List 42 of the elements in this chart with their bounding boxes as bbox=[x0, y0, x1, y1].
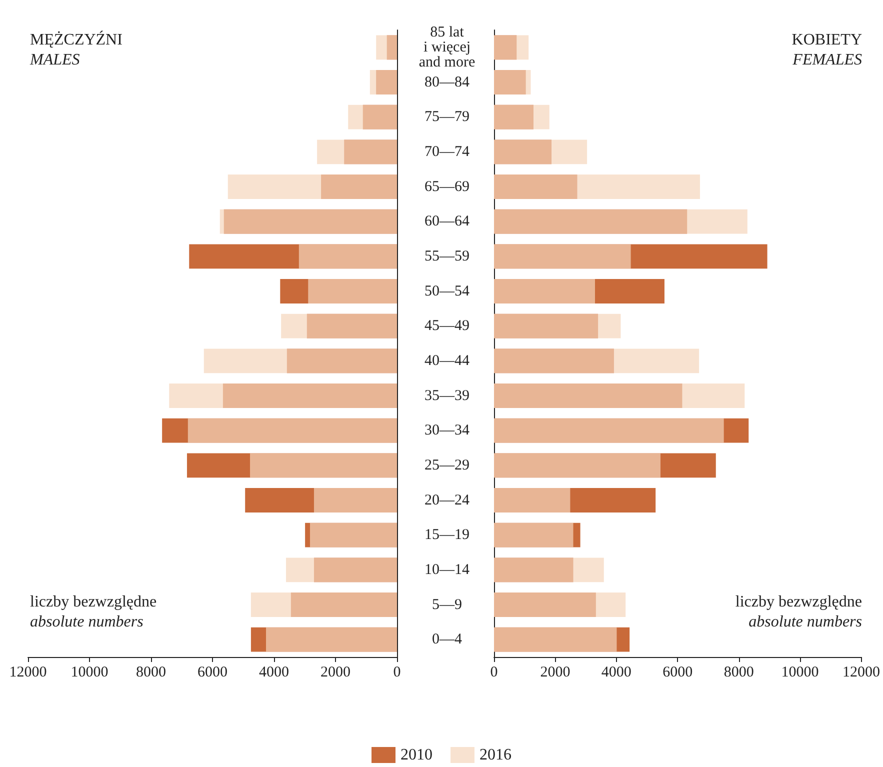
y-tick-label: 20—24 bbox=[424, 492, 470, 508]
x-tick-label: 6000 bbox=[662, 664, 693, 680]
x-tick-label: 2000 bbox=[320, 664, 350, 680]
x-tick-label: 0 bbox=[490, 664, 498, 680]
y-tick-label: 75—79 bbox=[424, 109, 470, 126]
annotation: liczby bezwzględne bbox=[30, 594, 157, 610]
y-tick-label: 70—74 bbox=[424, 144, 470, 160]
y-tick-label: 45—49 bbox=[424, 318, 470, 334]
annotation: absolute numbers bbox=[748, 614, 862, 630]
y-tick-label: 60—64 bbox=[424, 214, 470, 230]
y-tick-label: 50—54 bbox=[424, 283, 470, 300]
y-tick-label: 10—14 bbox=[424, 562, 470, 578]
text: MALES bbox=[29, 52, 80, 68]
x-tick-label: 2000 bbox=[540, 664, 570, 680]
x-tick-label: 8000 bbox=[136, 664, 166, 680]
x-tick-label: 10000 bbox=[781, 664, 819, 680]
x-tick-label: 4000 bbox=[601, 664, 632, 680]
y-tick-label: 40—44 bbox=[424, 352, 470, 369]
y-tick-label: 55—59 bbox=[424, 248, 470, 264]
x-tick-label: 8000 bbox=[724, 664, 754, 680]
y-tick-label: 5—9 bbox=[432, 596, 462, 613]
legend-label: 2016 bbox=[480, 746, 512, 764]
x-tick-label: 12000 bbox=[842, 664, 880, 680]
x-tick-label: 0 bbox=[393, 664, 401, 680]
x-tick-label: 4000 bbox=[259, 664, 289, 680]
y-tick-label: 85 lat i więcej and more bbox=[418, 24, 476, 70]
chart-title: MĘŻCZYŹNI bbox=[30, 30, 122, 48]
y-tick-label: 0—4 bbox=[432, 632, 462, 648]
annotation: liczby bezwzględne bbox=[735, 594, 862, 610]
x-tick-label: 10000 bbox=[70, 664, 108, 680]
x-tick-label: 6000 bbox=[198, 664, 228, 680]
legend-label: 2010 bbox=[400, 746, 432, 764]
y-tick-label: 80—84 bbox=[424, 74, 470, 90]
y-tick-label: 30—34 bbox=[424, 422, 470, 439]
y-tick-label: 25—29 bbox=[424, 457, 470, 474]
text: FEMALES bbox=[792, 52, 862, 68]
x-tick-label: 12000 bbox=[9, 664, 47, 680]
chart-title: KOBIETY bbox=[792, 32, 862, 48]
y-tick-label: 35—39 bbox=[424, 388, 470, 404]
y-tick-label: 65—69 bbox=[424, 178, 470, 195]
annotation: absolute numbers bbox=[30, 614, 144, 630]
y-tick-label: 15—19 bbox=[424, 527, 470, 544]
